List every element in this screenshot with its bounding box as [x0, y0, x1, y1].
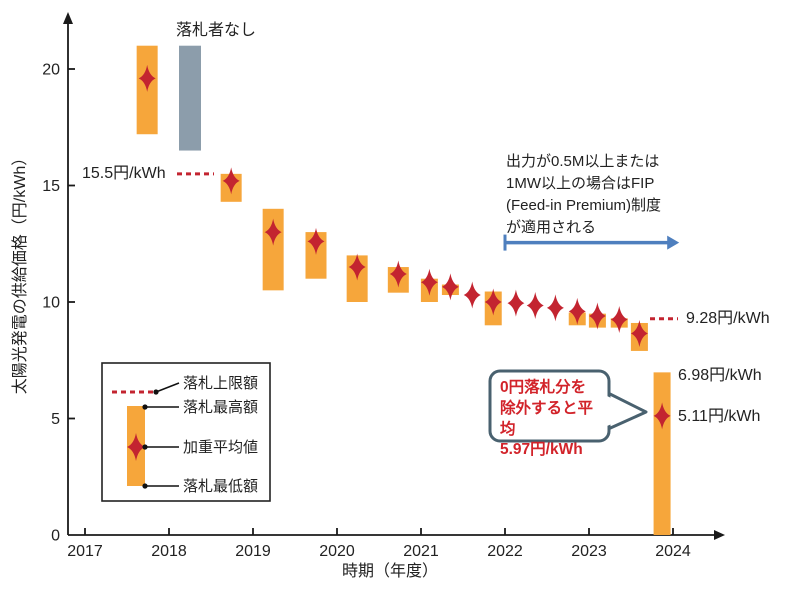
speech-bubble-tail-mask: [607, 396, 640, 426]
x-tick-label: 2023: [571, 543, 607, 560]
x-tick-label: 2024: [655, 543, 691, 560]
fip-system-note: 出力が0.5M以上または 1MW以上の場合はFIP (Feed-in Premi…: [506, 153, 662, 236]
auction-range-bar: [305, 232, 327, 279]
auction-range-bar: [262, 208, 284, 291]
weighted-average-star-icon: [546, 294, 564, 322]
max-bid-2024-label: 6.98円/kWh: [678, 367, 762, 384]
x-axis-title: 時期（年度）: [341, 563, 438, 580]
weighted-average-star-icon: [653, 402, 671, 430]
weighted-average-star-icon: [588, 302, 606, 330]
y-tick-label: 15: [42, 178, 60, 195]
x-tick-label: 2022: [487, 543, 523, 560]
weighted-average-star-icon: [348, 253, 366, 281]
x-tick-label: 2020: [319, 543, 355, 560]
legend-box: [101, 362, 271, 502]
weighted-average-star-icon: [389, 260, 407, 288]
y-tick-label: 0: [51, 528, 60, 545]
x-axis-arrow-icon: [714, 530, 725, 540]
weighted-average-star-icon: [138, 64, 156, 92]
avg-bid-2024-label: 5.11円/kWh: [678, 408, 761, 425]
weighted-average-star-icon: [568, 297, 586, 325]
auction-range-bar: [653, 372, 671, 535]
y-axis-title: 太陽光発電の供給価格（円/kWh）: [12, 149, 29, 395]
weighted-average-star-icon: [526, 291, 544, 319]
x-tick-label: 2021: [403, 543, 439, 560]
weighted-average-star-icon: [463, 281, 481, 309]
y-axis-arrow-icon: [63, 12, 73, 24]
ceiling-price-2024-label: 9.28円/kWh: [686, 310, 770, 327]
weighted-average-star-icon: [630, 319, 648, 347]
y-tick-label: 5: [51, 411, 60, 428]
y-tick-label: 20: [42, 62, 60, 79]
legend-label-weighted-avg: 加重平均値: [183, 439, 259, 456]
fip-arrow-head-icon: [667, 235, 680, 250]
no-winner-bar: [179, 45, 201, 151]
weighted-average-star-icon: [420, 268, 438, 296]
no-winner-label: 落札者なし: [176, 22, 257, 39]
legend-label-ceiling: 落札上限額: [183, 375, 259, 392]
y-tick-label: 10: [42, 295, 60, 312]
weighted-average-star-icon: [307, 227, 325, 255]
weighted-average-star-icon: [484, 288, 502, 316]
ceiling-price-2018-label: 15.5円/kWh: [82, 165, 166, 182]
weighted-average-star-icon: [222, 167, 240, 195]
legend-label-min-bid: 落札最低額: [183, 478, 259, 495]
weighted-average-star-icon: [264, 218, 282, 246]
legend-label-max-bid: 落札最高額: [183, 399, 259, 416]
x-tick-label: 2017: [67, 543, 103, 560]
x-tick-label: 2019: [235, 543, 271, 560]
zero-bid-exclusion-note: 0円落札分を 除外すると平均 5.97円/kWh: [500, 379, 594, 459]
weighted-average-star-icon: [507, 289, 525, 317]
x-tick-label: 2018: [151, 543, 187, 560]
legend-leader-line: [155, 382, 180, 393]
weighted-average-star-icon: [441, 273, 459, 301]
legend-weighted-average-star-icon: [127, 433, 145, 461]
weighted-average-star-icon: [610, 305, 628, 333]
